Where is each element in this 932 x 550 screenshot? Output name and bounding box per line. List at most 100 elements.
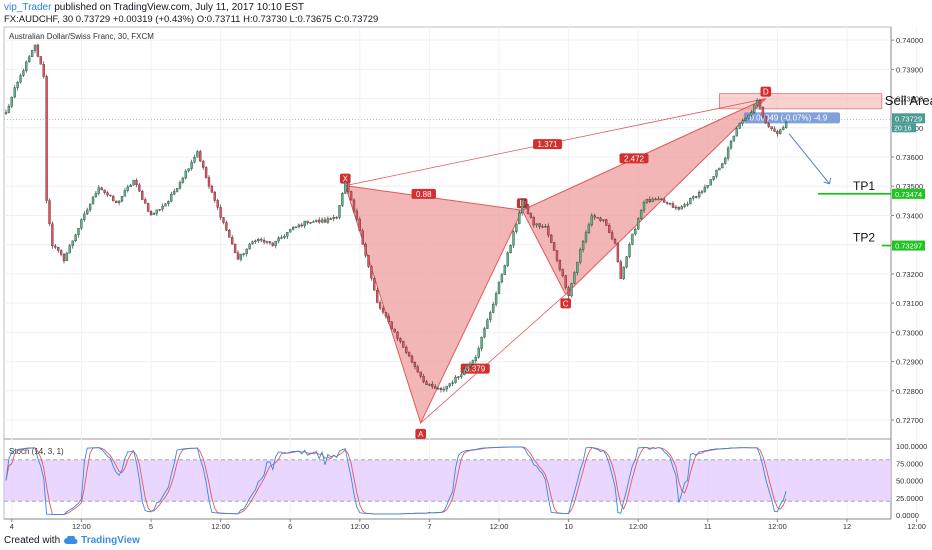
candle-body: [718, 167, 721, 171]
candle-body: [776, 131, 779, 134]
candle-body: [57, 246, 60, 251]
stoch-tick-label: 75.0000: [896, 459, 923, 468]
price-tick-label: 0.73000: [896, 328, 923, 337]
ratio-ac: 0.379: [465, 365, 486, 374]
candle-body: [439, 388, 443, 390]
pattern-line-ac: [420, 294, 566, 424]
candle-body: [344, 181, 347, 194]
point-a: A: [418, 430, 424, 439]
candle-body: [376, 290, 379, 303]
candle-body: [396, 331, 399, 339]
candle-body: [579, 249, 582, 263]
price-tick-label: 0.73500: [896, 182, 923, 191]
candle-body: [77, 228, 80, 236]
candle-body: [109, 194, 112, 197]
candle-body: [402, 341, 405, 348]
candle-body: [97, 187, 100, 194]
candle-body: [779, 129, 782, 134]
symbol-text: FX:AUDCHF, 30: [4, 14, 74, 25]
candle-body: [100, 187, 103, 191]
candle-body: [570, 283, 573, 297]
candle-body: [213, 191, 216, 201]
candle-body: [660, 198, 663, 201]
candle-body: [460, 374, 463, 377]
candle-body: [45, 76, 48, 201]
candle-body: [251, 241, 254, 245]
candle-body: [622, 266, 625, 279]
author-link[interactable]: vip_Trader: [4, 2, 52, 13]
candle-body: [149, 211, 153, 215]
ratio-bd: 2.472: [624, 154, 645, 163]
stoch-tick-label: 100.0000: [896, 442, 927, 451]
candle-body: [692, 196, 695, 199]
time-tick-label: 12: [843, 522, 851, 531]
candle-body: [231, 237, 234, 245]
price-text: 0.73729: [75, 14, 111, 25]
candle-body: [291, 226, 295, 230]
candle-body: [338, 205, 341, 218]
candle-body: [94, 193, 98, 197]
candle-body: [547, 226, 550, 236]
sell-area-box[interactable]: [719, 93, 883, 110]
candle-body: [492, 304, 495, 313]
time-tick-label: 5: [149, 522, 153, 531]
candle-body: [715, 169, 718, 177]
high-value: 0.73730: [252, 14, 287, 25]
candle-body: [422, 376, 425, 383]
candle-body: [416, 366, 419, 373]
candle-body: [103, 189, 106, 193]
candle-body: [68, 245, 71, 254]
ratio-bd-bg: [619, 153, 649, 164]
grid: [4, 27, 918, 519]
candles: [4, 43, 788, 393]
candle-body: [399, 338, 402, 342]
target-label-1: TP1: [853, 179, 875, 193]
candle-body: [204, 167, 208, 178]
target-price-bg-2: [892, 240, 925, 251]
candle-body: [457, 376, 460, 378]
countdown-bg: [892, 123, 916, 133]
candle-body: [753, 104, 756, 113]
candle-body: [51, 223, 54, 247]
candle-body: [576, 261, 579, 273]
candle-body: [526, 204, 530, 214]
candle-body: [677, 206, 680, 210]
stoch-tick-label: 25.0000: [896, 494, 923, 503]
time-tick-label: 12:00: [350, 522, 369, 531]
time-tick-label: 10: [564, 522, 572, 531]
stoch-band: [4, 459, 891, 502]
candle-body: [506, 252, 509, 266]
candle-body: [164, 203, 167, 207]
candle-body: [381, 307, 385, 313]
tradingview-logo[interactable]: TradingView: [64, 535, 140, 546]
candle-body: [390, 321, 393, 330]
ratio-ac-bg: [460, 363, 490, 374]
last-price-bg: [892, 113, 925, 124]
candle-body: [529, 213, 533, 218]
candle-body: [236, 252, 240, 260]
candle-body: [74, 234, 77, 242]
candle-body: [477, 348, 480, 358]
stoch-k-line: [5, 446, 787, 515]
candle-body: [175, 188, 179, 192]
time-tick-label: 7: [427, 522, 431, 531]
candle-body: [132, 180, 135, 186]
candle-body: [126, 186, 129, 191]
brand-text: TradingView: [81, 535, 140, 546]
ratio-xab: 0.88: [416, 190, 432, 199]
candle-body: [30, 50, 34, 58]
price-tick-label: 0.74000: [896, 36, 923, 45]
candle-body: [651, 198, 654, 202]
targets[interactable]: TP1 TP2: [788, 133, 891, 247]
candle-body: [593, 215, 596, 218]
candle-body: [773, 128, 776, 132]
candle-body: [187, 168, 190, 172]
candle-body: [286, 232, 289, 237]
candle-body: [564, 275, 567, 288]
price-axis: 0.740000.739000.738000.737000.736000.735…: [891, 36, 925, 425]
candle-body: [83, 213, 86, 220]
candle-body: [770, 126, 773, 130]
candle-body: [671, 203, 675, 208]
